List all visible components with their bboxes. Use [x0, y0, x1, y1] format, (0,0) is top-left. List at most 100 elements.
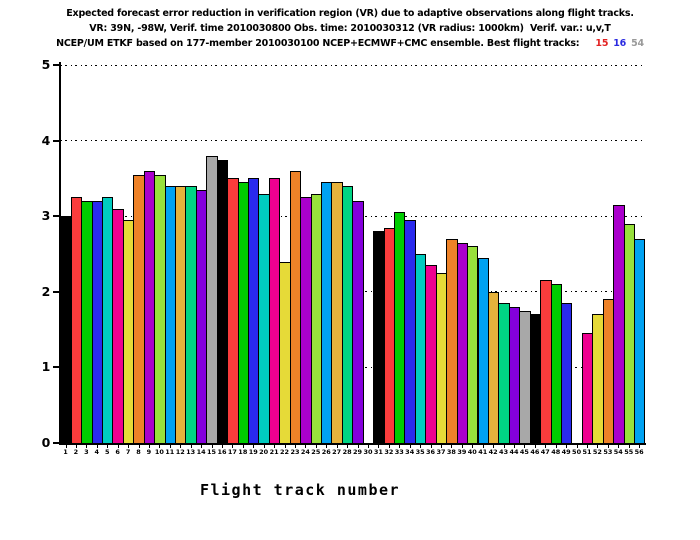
x-tick-label-32: 32 — [384, 448, 394, 456]
x-tick-28 — [347, 444, 349, 448]
x-tick-label-22: 22 — [280, 448, 290, 456]
x-tick-39 — [461, 444, 463, 448]
x-tick-36 — [430, 444, 432, 448]
x-tick-47 — [545, 444, 547, 448]
x-tick-48 — [555, 444, 557, 448]
x-tick-label-45: 45 — [519, 448, 529, 456]
title-line-3-text: NCEP/UM ETKF based on 177-member 2010030… — [56, 38, 580, 49]
x-tick-label-13: 13 — [186, 448, 196, 456]
x-tick-9 — [148, 444, 150, 448]
x-tick-16 — [221, 444, 223, 448]
x-tick-label-6: 6 — [115, 448, 120, 456]
x-tick-label-38: 38 — [446, 448, 456, 456]
x-tick-label-5: 5 — [104, 448, 110, 456]
x-tick-label-3: 3 — [84, 448, 89, 456]
x-tick-38 — [451, 444, 453, 448]
y-tick-4 — [52, 139, 59, 142]
x-tick-43 — [503, 444, 505, 448]
x-tick-label-37: 37 — [436, 448, 446, 456]
x-tick-46 — [534, 444, 536, 448]
x-tick-14 — [201, 444, 203, 448]
y-tick-label-0: 0 — [41, 435, 51, 450]
x-tick-label-24: 24 — [300, 448, 310, 456]
y-tick-label-4: 4 — [41, 132, 51, 148]
x-tick-24 — [305, 444, 307, 448]
x-tick-41 — [482, 444, 484, 448]
x-tick-label-16: 16 — [217, 448, 227, 456]
x-tick-label-30: 30 — [363, 448, 373, 456]
x-tick-label-21: 21 — [269, 448, 279, 456]
x-tick-42 — [493, 444, 495, 448]
x-tick-label-54: 54 — [613, 448, 623, 456]
x-tick-34 — [409, 444, 411, 448]
x-tick-51 — [587, 444, 588, 448]
x-tick-label-50: 50 — [572, 448, 582, 456]
x-tick-label-27: 27 — [332, 448, 342, 456]
x-tick-35 — [420, 444, 422, 448]
x-tick-7 — [128, 444, 130, 448]
x-tick-10 — [159, 444, 161, 448]
x-tick-label-39: 39 — [457, 448, 467, 456]
y-tick-1 — [52, 366, 59, 369]
title-line-2: VR: 39N, -98W, Verif. time 2010030800 Ob… — [89, 23, 611, 34]
x-tick-label-56: 56 — [634, 448, 644, 456]
x-tick-55 — [628, 444, 630, 448]
x-tick-label-43: 43 — [499, 448, 509, 456]
x-tick-label-46: 46 — [530, 448, 540, 456]
x-tick-label-14: 14 — [196, 448, 206, 456]
title-line-3: NCEP/UM ETKF based on 177-member 2010030… — [0, 36, 700, 51]
x-tick-label-33: 33 — [394, 448, 404, 456]
x-tick-label-23: 23 — [290, 448, 300, 456]
x-tick-3 — [86, 444, 88, 448]
x-tick-30 — [367, 444, 369, 448]
x-tick-label-31: 31 — [373, 448, 383, 456]
x-tick-8 — [138, 444, 140, 448]
x-tick-21 — [274, 444, 276, 448]
x-tick-54 — [618, 444, 620, 448]
x-tick-label-41: 41 — [478, 448, 488, 456]
best-flight-track-numbers: 15 16 54 — [579, 38, 644, 49]
x-tick-label-42: 42 — [488, 448, 498, 456]
x-tick-label-29: 29 — [353, 448, 363, 456]
y-tick-label-5: 5 — [41, 57, 51, 72]
x-tick-5 — [107, 444, 109, 448]
x-tick-1 — [65, 444, 67, 448]
y-axis-line — [58, 62, 61, 445]
title-line-1: Expected forecast error reduction in ver… — [66, 8, 634, 19]
x-tick-45 — [524, 444, 526, 448]
gridline-y5 — [61, 64, 646, 66]
x-tick-label-19: 19 — [248, 448, 258, 456]
x-tick-19 — [253, 444, 255, 448]
x-tick-2 — [75, 444, 77, 448]
x-tick-label-18: 18 — [238, 448, 248, 456]
y-tick-label-1: 1 — [41, 359, 51, 375]
x-tick-label-7: 7 — [125, 448, 131, 456]
x-tick-50 — [576, 444, 578, 448]
x-tick-26 — [326, 444, 328, 448]
x-tick-label-10: 10 — [154, 448, 164, 456]
x-tick-32 — [388, 444, 390, 448]
x-tick-18 — [242, 444, 244, 448]
x-tick-label-15: 15 — [207, 448, 217, 456]
x-tick-29 — [357, 444, 359, 448]
x-tick-25 — [315, 444, 317, 448]
x-tick-17 — [232, 444, 234, 448]
x-tick-label-36: 36 — [426, 448, 436, 456]
x-tick-label-40: 40 — [467, 448, 477, 456]
gridline-y4 — [61, 140, 646, 142]
title-block: Expected forecast error reduction in ver… — [0, 6, 700, 51]
x-tick-31 — [378, 444, 380, 448]
x-tick-label-2: 2 — [73, 448, 79, 456]
y-tick-label-3: 3 — [41, 208, 51, 224]
x-tick-15 — [211, 444, 213, 448]
x-tick-label-53: 53 — [603, 448, 613, 456]
best-track-16: 16 — [613, 38, 627, 49]
x-tick-49 — [566, 444, 568, 448]
x-tick-13 — [190, 444, 192, 448]
x-tick-label-4: 4 — [94, 448, 100, 456]
x-tick-label-26: 26 — [321, 448, 331, 456]
bar-track-56 — [633, 238, 646, 444]
x-axis-title: Flight track number — [199, 481, 401, 499]
y-tick-0 — [52, 442, 59, 444]
